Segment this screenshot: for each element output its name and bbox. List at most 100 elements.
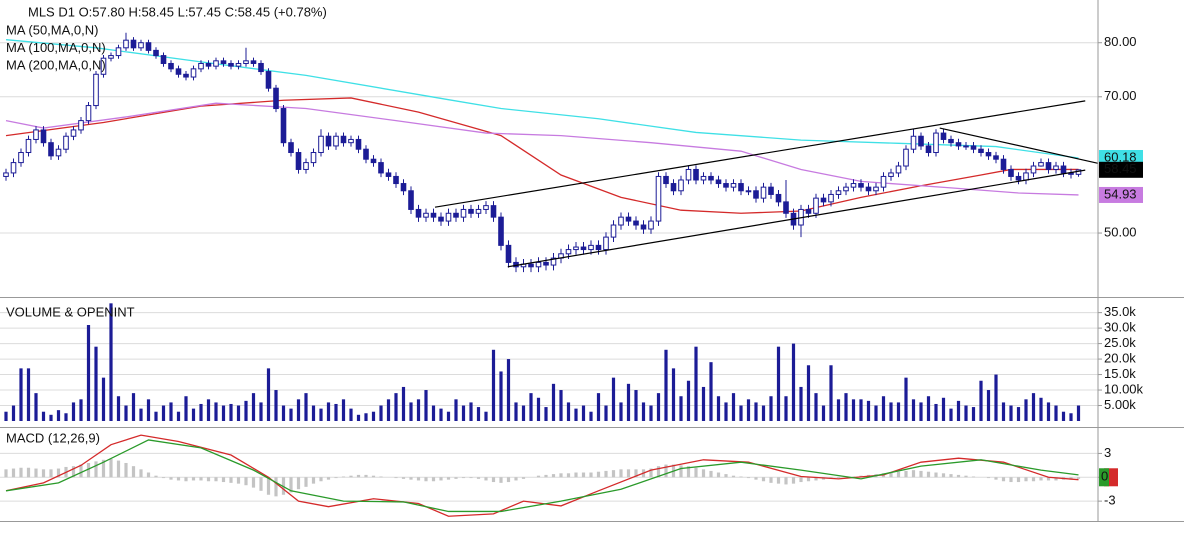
histogram-bar — [926, 471, 931, 478]
volume-bar — [416, 399, 421, 421]
candle-body — [63, 135, 69, 150]
candle-body — [753, 190, 759, 199]
candle-body — [573, 246, 579, 251]
candle-body — [625, 216, 632, 222]
histogram-bar — [116, 460, 121, 478]
candle-body — [648, 220, 654, 230]
histogram-bar — [896, 471, 901, 478]
trend-line — [434, 100, 1086, 208]
y-tick-label: 20.0k — [1104, 351, 1136, 366]
histogram-bar — [536, 475, 541, 478]
volume-bar — [566, 402, 571, 421]
volume-bar — [754, 402, 758, 421]
histogram-bar — [941, 473, 946, 478]
y-tick-label: 35.0k — [1104, 304, 1136, 319]
candle-body — [580, 246, 587, 251]
volume-bar — [349, 408, 353, 421]
volume-bar — [214, 402, 218, 421]
candle-body — [363, 148, 369, 160]
volume-bar — [289, 408, 293, 421]
histogram-bar — [176, 477, 181, 481]
candle-body — [925, 145, 932, 154]
moving-average-line — [5, 97, 1079, 214]
panel-title: VOLUME & OPENINT — [6, 304, 135, 319]
volume-bar — [379, 405, 383, 421]
histogram-bar — [664, 464, 668, 478]
candle-body — [1045, 162, 1052, 170]
histogram-bar — [791, 477, 796, 484]
candle-body — [1000, 158, 1007, 170]
candle-body — [33, 129, 39, 140]
histogram-bar — [79, 464, 83, 478]
volume-bar — [161, 405, 166, 421]
candle-body — [715, 179, 722, 185]
histogram-bar — [446, 477, 451, 480]
candle-body — [963, 145, 969, 148]
histogram-bar — [319, 477, 323, 482]
histogram-bar — [769, 477, 773, 483]
histogram-bar — [349, 475, 353, 478]
volume-bar — [701, 386, 706, 421]
histogram-bar — [746, 477, 751, 479]
volume-bar — [1024, 399, 1028, 421]
candle-body — [955, 142, 962, 147]
volume-bar — [1016, 407, 1021, 421]
volume-bar — [911, 399, 916, 421]
y-tick-label: 15.0k — [1104, 366, 1136, 381]
histogram-bar — [49, 469, 53, 478]
volume-bar — [79, 399, 83, 421]
histogram-bar — [439, 477, 443, 481]
volume-bar — [1046, 402, 1051, 421]
candle-body — [618, 216, 624, 226]
volume-bar — [919, 402, 923, 421]
volume-bar — [836, 399, 841, 421]
histogram-bar — [1031, 477, 1036, 482]
legend-entry: MA (100,MA,0,N) — [6, 40, 106, 55]
candle-body — [535, 261, 542, 268]
histogram-bar — [416, 477, 421, 481]
histogram-bar — [1024, 477, 1028, 482]
candle-body — [265, 71, 272, 89]
volume-bar — [581, 405, 586, 421]
histogram-bar — [221, 477, 226, 483]
volume-bar — [551, 383, 556, 421]
histogram-bar — [266, 477, 271, 495]
histogram-bar — [919, 470, 923, 478]
candle-body — [828, 193, 834, 203]
candle-body — [3, 172, 9, 177]
volume-bar — [146, 399, 151, 421]
volume-bar — [364, 413, 368, 421]
volume-bar — [154, 411, 158, 421]
candle-body — [505, 244, 512, 263]
candle-body — [408, 190, 414, 210]
candle-body — [933, 132, 939, 154]
histogram-bar — [401, 477, 406, 479]
candle-body — [295, 152, 302, 170]
histogram-bar — [544, 474, 548, 478]
candle-body — [145, 42, 152, 51]
candle-body — [78, 120, 84, 131]
candle-body — [835, 190, 842, 195]
volume-bar — [409, 402, 413, 421]
volume-bar — [86, 325, 91, 421]
histogram-bar — [761, 477, 766, 482]
last-value-tag — [1099, 186, 1143, 203]
candle-body — [25, 138, 32, 154]
histogram-bar — [484, 477, 488, 481]
histogram-bar — [94, 461, 98, 478]
histogram-bar — [469, 477, 473, 479]
volume-bar — [814, 393, 818, 421]
volume-bar — [671, 368, 676, 421]
moving-average-line — [5, 102, 1079, 196]
volume-bar — [439, 408, 443, 421]
volume-bar — [716, 396, 721, 421]
macd-line — [5, 434, 1079, 517]
volume-bar — [1076, 405, 1081, 421]
candle-body — [415, 208, 422, 218]
candle-body — [985, 152, 992, 157]
volume-bar — [514, 402, 518, 421]
candle-body — [768, 186, 774, 195]
histogram-bar — [581, 472, 586, 478]
volume-bar — [4, 411, 8, 421]
